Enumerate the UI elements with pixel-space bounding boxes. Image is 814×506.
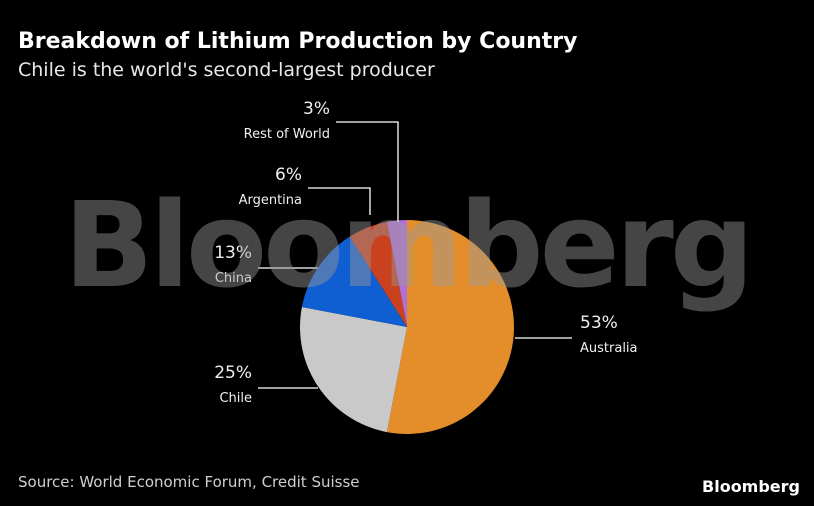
source: Source: World Economic Forum, Credit Sui… — [18, 473, 360, 491]
data-label: 25% — [214, 363, 252, 383]
pie — [299, 220, 514, 434]
data-label: 3% — [303, 99, 330, 119]
brand-logo: Bloomberg — [702, 477, 800, 496]
pie-slice — [299, 306, 407, 433]
category-label: China — [215, 271, 252, 286]
leader-line — [336, 121, 399, 222]
data-label: 53% — [580, 313, 618, 333]
pie-slice — [349, 221, 407, 327]
data-label: 13% — [214, 243, 252, 263]
pie-slice — [386, 220, 514, 434]
category-label: Chile — [219, 391, 252, 406]
data-label: 6% — [275, 165, 302, 185]
category-label: Rest of World — [244, 127, 330, 142]
category-label: Argentina — [239, 193, 302, 208]
category-label: Australia — [580, 341, 638, 356]
pie-slice — [386, 220, 407, 327]
pie-slice — [301, 236, 407, 327]
chart-title: Breakdown of Lithium Production by Count… — [18, 29, 577, 54]
chart-subtitle: Chile is the world's second-largest prod… — [18, 59, 435, 81]
leader-line — [308, 187, 371, 215]
watermark: Bloomberg — [64, 176, 751, 314]
